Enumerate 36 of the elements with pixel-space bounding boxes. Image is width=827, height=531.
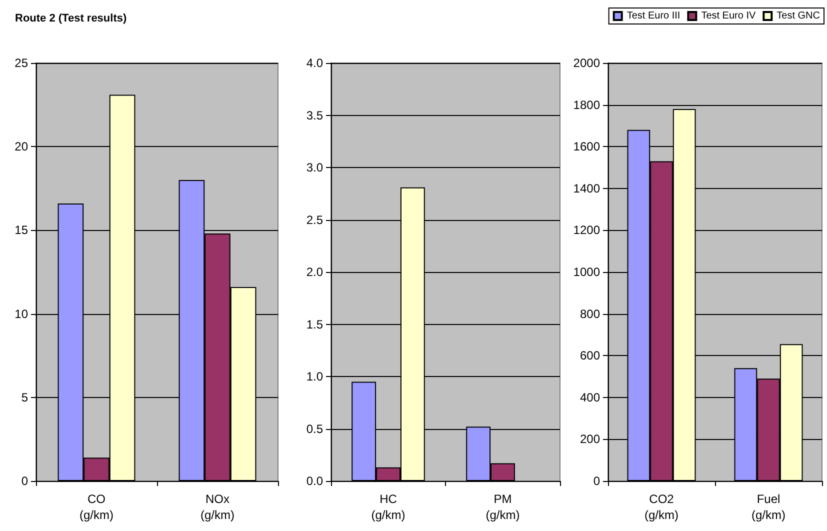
y-tick-label: 20 — [14, 140, 28, 154]
legend-label: Test Euro III — [626, 10, 680, 22]
legend-label: Test Euro IV — [701, 10, 756, 22]
y-tick-label: 4.0 — [306, 56, 324, 70]
y-tick-label: 10 — [14, 306, 28, 321]
y-tick-label: 800 — [580, 306, 600, 321]
y-tick-label: 1000 — [573, 265, 600, 279]
y-tick-label: 1800 — [573, 98, 600, 112]
y-tick-label: 2.0 — [306, 265, 324, 279]
y-tick-label: 2.5 — [306, 212, 324, 227]
y-tick-label: 1200 — [573, 223, 600, 238]
y-tick-label: 2000 — [573, 56, 600, 70]
legend-label: Test GNC — [776, 10, 820, 22]
y-tick-label: 0 — [21, 474, 28, 488]
y-tick-label: 200 — [580, 432, 600, 446]
chart-title: Route 2 (Test results) — [15, 12, 127, 24]
y-tick-label: 3.0 — [306, 160, 324, 174]
y-tick-label: 25 — [14, 56, 28, 70]
y-tick-label: 15 — [14, 223, 28, 238]
x-tick-label: PM (g/km) — [486, 492, 520, 522]
y-tick-label: 3.5 — [306, 108, 324, 122]
y-tick-label: 1400 — [573, 181, 600, 196]
x-tick-label: NOx (g/km) — [200, 492, 234, 522]
x-tick-label: CO2 (g/km) — [644, 492, 678, 522]
x-tick-label: CO (g/km) — [80, 492, 114, 522]
y-tick-label: 1.5 — [306, 317, 324, 332]
x-tick-label: HC (g/km) — [371, 492, 406, 522]
y-tick-label: 0.5 — [306, 422, 324, 436]
y-tick-label: 0.0 — [306, 474, 324, 488]
y-tick-label: 400 — [580, 390, 600, 404]
y-tick-label: 600 — [580, 348, 600, 363]
y-tick-label: 1600 — [573, 140, 600, 154]
x-tick-label: Fuel (g/km) — [752, 492, 786, 522]
y-tick-label: 0 — [593, 474, 600, 488]
y-tick-label: 1.0 — [306, 370, 324, 384]
y-tick-label: 5 — [21, 390, 28, 404]
